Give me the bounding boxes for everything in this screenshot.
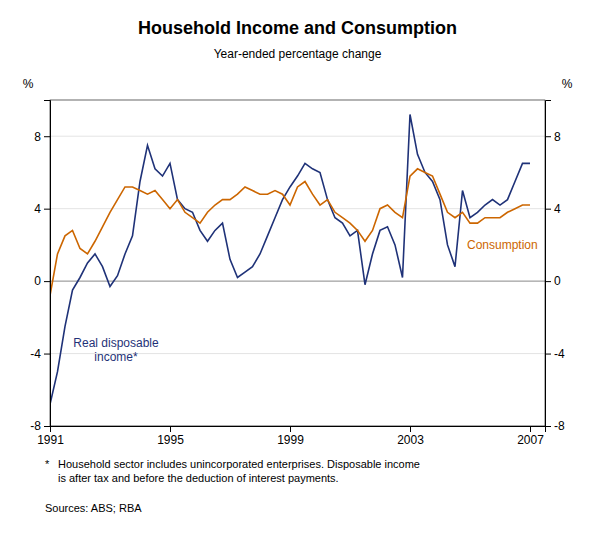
tick-mark bbox=[545, 426, 551, 427]
tick-mark bbox=[290, 426, 291, 432]
tick-label: 1991 bbox=[37, 433, 64, 447]
plot-frame bbox=[50, 100, 545, 426]
axis-line bbox=[51, 427, 546, 433]
series-line bbox=[50, 169, 530, 296]
tick-mark bbox=[545, 136, 551, 137]
tick-label: 4 bbox=[34, 202, 41, 216]
tick: -4 bbox=[30, 347, 50, 361]
lines bbox=[50, 114, 530, 404]
tick-mark bbox=[44, 354, 50, 355]
plot: 1991 1995 1999 2003 2007 -8 -4 0 4 8 -8 -4 0 4 8%% Real… bbox=[23, 77, 573, 447]
tick-label: -4 bbox=[30, 347, 41, 361]
tick-label: 2003 bbox=[397, 433, 424, 447]
y2-axis: -8 -4 0 4 8 bbox=[545, 101, 565, 434]
chart: Household Income and Consumption Year-end… bbox=[0, 0, 595, 551]
tick: 2007 bbox=[517, 426, 544, 447]
tick-label: -8 bbox=[30, 419, 41, 433]
tick-label: 0 bbox=[554, 274, 561, 288]
grid-line bbox=[50, 281, 545, 282]
tick-mark bbox=[44, 281, 50, 282]
tick-mark bbox=[545, 209, 551, 210]
x-axis: 1991 1995 1999 2003 2007 bbox=[37, 426, 545, 447]
y2-axis-label: % bbox=[562, 77, 573, 91]
tick: 0 bbox=[34, 274, 50, 288]
tick: 1991 bbox=[37, 426, 64, 447]
tick: 1995 bbox=[157, 426, 184, 447]
axis-line bbox=[44, 101, 51, 427]
grid bbox=[50, 136, 545, 426]
footnote: Household sector includes unincorporated… bbox=[58, 458, 420, 484]
y-axis-label: % bbox=[23, 77, 34, 91]
tick-mark bbox=[44, 426, 50, 427]
tick-mark bbox=[170, 426, 171, 432]
annotation: Real disposableincome* bbox=[73, 336, 159, 364]
tick: 0 bbox=[545, 274, 561, 288]
tick-label: -8 bbox=[554, 419, 565, 433]
tick-mark bbox=[44, 209, 50, 210]
tick-label: 4 bbox=[554, 202, 561, 216]
tick-label: 0 bbox=[34, 274, 41, 288]
tick-mark bbox=[44, 136, 50, 137]
tick: 1999 bbox=[277, 426, 304, 447]
tick: 4 bbox=[34, 202, 50, 216]
tick-label: 1999 bbox=[277, 433, 304, 447]
tick-mark bbox=[530, 426, 531, 432]
tick: -4 bbox=[545, 347, 565, 361]
tick: 8 bbox=[545, 130, 561, 144]
tick: 8 bbox=[34, 130, 50, 144]
annotation: Consumption bbox=[467, 238, 538, 252]
grid-line bbox=[50, 208, 545, 209]
tick-label: 1995 bbox=[157, 433, 184, 447]
tick: -8 bbox=[545, 419, 565, 433]
tick: -8 bbox=[30, 419, 50, 433]
grid-line bbox=[50, 136, 545, 137]
tick-label: 8 bbox=[34, 130, 41, 144]
tick: 4 bbox=[545, 202, 561, 216]
tick: 2003 bbox=[397, 426, 424, 447]
tick-mark bbox=[545, 281, 551, 282]
tick-label: -4 bbox=[554, 347, 565, 361]
footnote-marker: * bbox=[45, 458, 50, 470]
axis-line bbox=[546, 101, 552, 427]
tick-mark bbox=[545, 354, 551, 355]
y-axis: -8 -4 0 4 8 bbox=[30, 101, 50, 434]
series-line bbox=[50, 114, 530, 404]
tick-label: 2007 bbox=[517, 433, 544, 447]
subtitle: Year-ended percentage change bbox=[214, 47, 382, 61]
title: Household Income and Consumption bbox=[138, 18, 457, 38]
tick-mark bbox=[410, 426, 411, 432]
source: Sources: ABS; RBA bbox=[45, 502, 142, 514]
tick-label: 8 bbox=[554, 130, 561, 144]
